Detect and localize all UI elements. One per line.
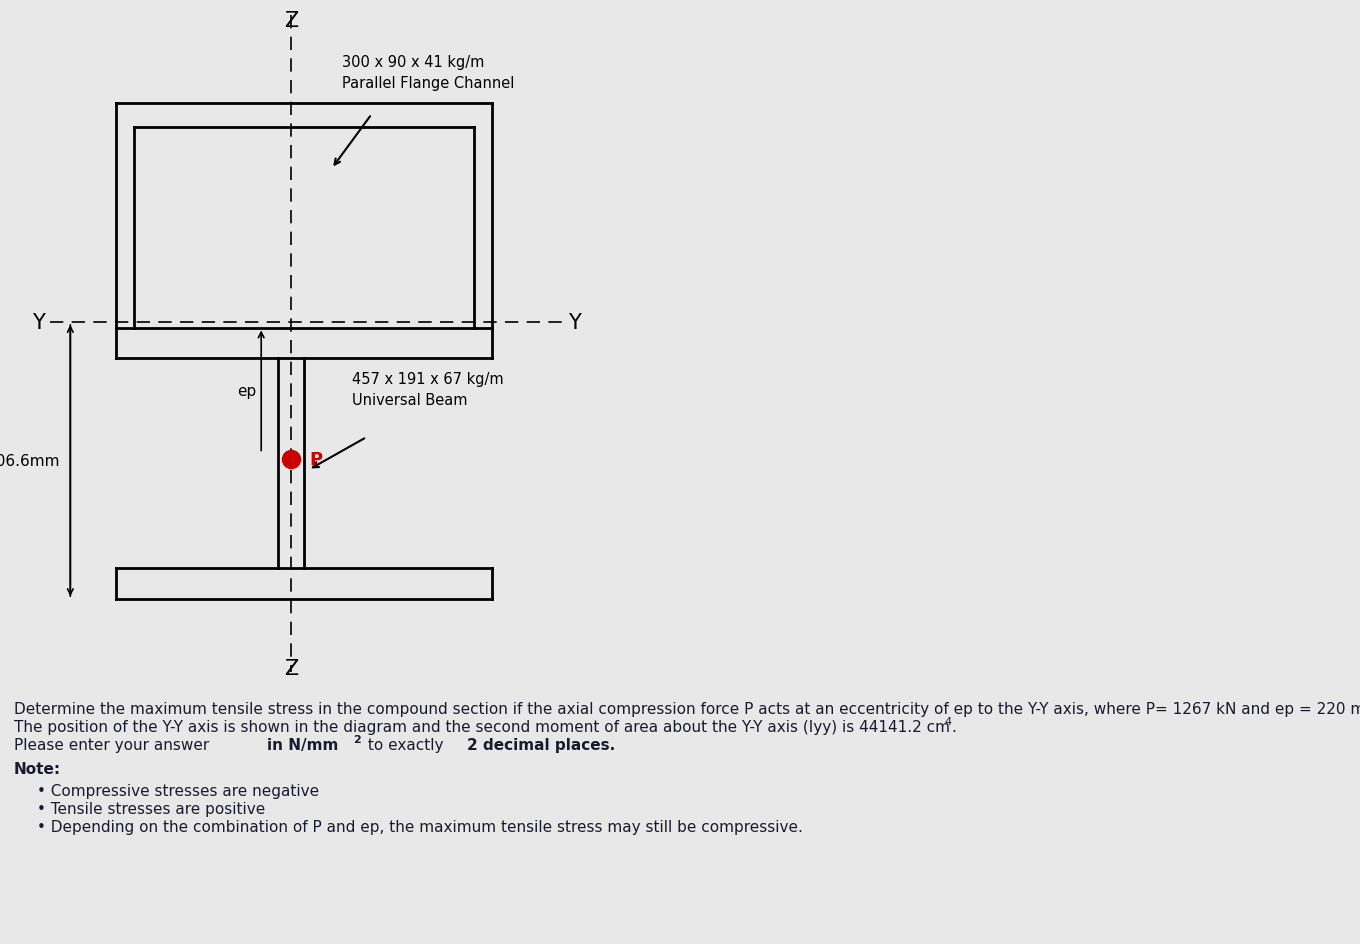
Text: 300 x 90 x 41 kg/m
Parallel Flange Channel: 300 x 90 x 41 kg/m Parallel Flange Chann… xyxy=(341,55,514,91)
Text: 4: 4 xyxy=(945,716,952,726)
Text: .: . xyxy=(952,719,956,734)
Text: Note:: Note: xyxy=(14,761,61,776)
Text: The position of the Y-Y axis is shown in the diagram and the second moment of ar: The position of the Y-Y axis is shown in… xyxy=(14,719,949,734)
Text: Y: Y xyxy=(33,312,45,332)
Text: Z: Z xyxy=(284,11,298,31)
Text: P: P xyxy=(310,450,322,468)
Text: 306.6mm: 306.6mm xyxy=(0,453,60,468)
Text: • Compressive stresses are negative: • Compressive stresses are negative xyxy=(37,784,318,798)
Text: Please enter your answer: Please enter your answer xyxy=(14,737,214,752)
Text: Determine the maximum tensile stress in the compound section if the axial compre: Determine the maximum tensile stress in … xyxy=(14,701,1360,716)
Text: ep: ep xyxy=(237,383,256,398)
Text: in N/mm: in N/mm xyxy=(267,737,339,752)
Text: 457 x 191 x 67 kg/m
Universal Beam: 457 x 191 x 67 kg/m Universal Beam xyxy=(352,372,503,408)
Text: Z: Z xyxy=(284,658,298,678)
Text: • Tensile stresses are positive: • Tensile stresses are positive xyxy=(37,801,265,816)
Text: • Depending on the combination of P and ep, the maximum tensile stress may still: • Depending on the combination of P and … xyxy=(37,819,802,834)
Text: 2 decimal places.: 2 decimal places. xyxy=(466,737,615,752)
Text: Y: Y xyxy=(567,312,581,332)
Text: to exactly: to exactly xyxy=(363,737,447,752)
Text: 2: 2 xyxy=(354,734,360,744)
